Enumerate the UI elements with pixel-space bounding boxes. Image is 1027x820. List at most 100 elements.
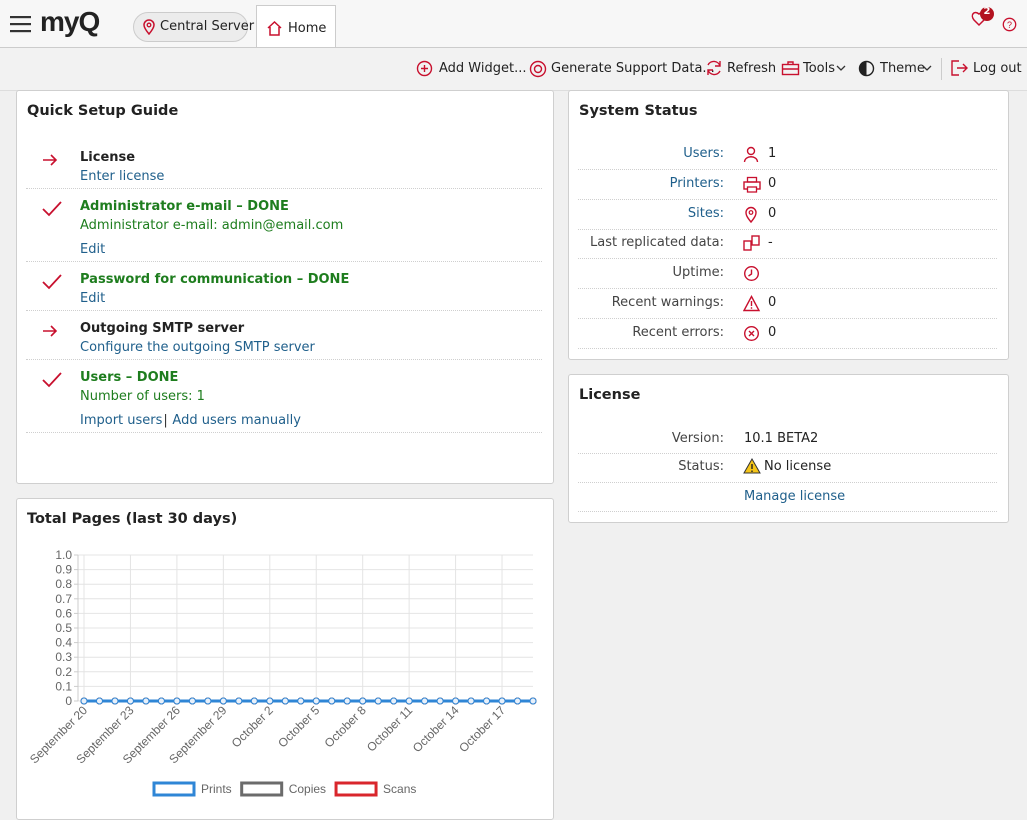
toolbar-button[interactable]: Tools (803, 61, 836, 76)
legend-label: Scans (383, 782, 416, 796)
link[interactable]: Add users manually (172, 413, 301, 428)
chart-title: Total Pages (last 30 days) (27, 511, 238, 527)
quick-setup-panel: Quick Setup Guide (16, 90, 554, 484)
toolbar-button[interactable]: Refresh (727, 61, 777, 76)
toolbar-button[interactable]: Theme (880, 61, 925, 76)
separator (26, 188, 542, 189)
y-tick-label: 0.7 (55, 592, 72, 606)
data-point (80, 697, 88, 705)
data-point (436, 697, 444, 705)
home-tab[interactable]: Home (256, 5, 336, 49)
data-point (111, 697, 119, 705)
tools-icon (781, 61, 800, 76)
server-pill[interactable]: Central Server (133, 12, 254, 42)
link[interactable]: Edit (80, 242, 106, 257)
panel-title: Quick Setup Guide (27, 103, 179, 119)
separator (578, 453, 997, 454)
data-point (95, 697, 103, 705)
manage-license-link[interactable]: Manage license (744, 489, 846, 504)
item-text: Administrator e-mail: admin@email.com (80, 218, 344, 233)
separator (578, 511, 997, 512)
menu-button[interactable] (10, 15, 32, 33)
logout-icon (951, 60, 968, 76)
separator (26, 432, 542, 433)
logo[interactable]: myQ (40, 6, 100, 37)
status-icon (743, 295, 761, 312)
legend-swatch (240, 781, 284, 797)
data-point (235, 697, 243, 705)
data-point (529, 697, 537, 705)
check-icon (42, 274, 62, 290)
theme-icon (858, 60, 875, 77)
row-label: Uptime: (672, 265, 724, 281)
data-point (452, 697, 460, 705)
data-point (204, 697, 212, 705)
y-tick-label: 0.2 (55, 665, 72, 679)
data-point (343, 697, 351, 705)
data-point (297, 697, 305, 705)
row-value: - (768, 235, 773, 251)
separator (578, 169, 997, 170)
x-tick-label: October 8 (322, 703, 369, 750)
status-icon (743, 235, 760, 252)
data-point (483, 697, 491, 705)
status-icon (745, 206, 757, 223)
row-value: 1 (768, 146, 777, 161)
data-point (157, 697, 165, 705)
data-point (405, 697, 413, 705)
link[interactable]: Edit (80, 291, 106, 306)
data-point (312, 697, 320, 705)
data-point (359, 697, 367, 705)
data-point (126, 697, 134, 705)
separator (578, 258, 997, 260)
legend-swatch (334, 781, 378, 797)
status-icon (743, 146, 759, 163)
y-tick-label: 0.6 (55, 606, 72, 620)
row-label[interactable]: Printers: (669, 175, 724, 191)
row-label[interactable]: Sites: (687, 205, 724, 221)
link[interactable]: Configure the outgoing SMTP server (80, 340, 315, 355)
tab-label: Home (288, 21, 327, 36)
row-value: 0 (768, 295, 777, 310)
data-point (281, 697, 289, 705)
data-point (390, 697, 398, 705)
item-title: Password for communication – DONE (80, 272, 350, 287)
support-icon (529, 60, 547, 78)
separator (578, 198, 997, 200)
license-panel: License (568, 374, 1009, 523)
row-label: Version: (671, 431, 724, 446)
item-text: Number of users: 1 (80, 389, 205, 404)
warning-icon (743, 458, 761, 474)
row-value: No license (764, 459, 832, 474)
data-point (514, 697, 522, 705)
help-icon[interactable]: ? (1002, 17, 1017, 32)
separator (26, 310, 542, 311)
data-point (266, 697, 274, 705)
system-status-panel: System Status (568, 90, 1009, 360)
x-tick-label: October 11 (364, 703, 415, 754)
panel-title: System Status (579, 103, 698, 119)
item-title: Users – DONE (80, 370, 179, 385)
y-tick-label: 0.3 (55, 650, 72, 664)
row-label[interactable]: Users: (683, 146, 724, 161)
data-point (498, 697, 506, 705)
x-tick-label: October 5 (275, 703, 322, 750)
legend-item: Copies (240, 781, 326, 797)
link[interactable]: Enter license (80, 169, 165, 184)
toolbar-button[interactable]: Add Widget... (439, 61, 527, 76)
status-icon (743, 325, 760, 341)
toolbar-button[interactable]: Generate Support Data... (551, 61, 715, 76)
y-tick-label: 0 (65, 694, 72, 708)
badge: 2 (983, 6, 991, 17)
health-icon[interactable] (970, 6, 998, 34)
check-icon (42, 201, 62, 217)
legend-label: Copies (289, 782, 326, 796)
legend-swatch (152, 781, 196, 797)
link[interactable]: Import users (80, 413, 163, 428)
item-title: License (80, 150, 136, 165)
status-icon (743, 176, 761, 193)
toolbar-button[interactable]: Log out (973, 61, 1022, 76)
separator (578, 347, 997, 349)
home-icon (267, 20, 282, 36)
